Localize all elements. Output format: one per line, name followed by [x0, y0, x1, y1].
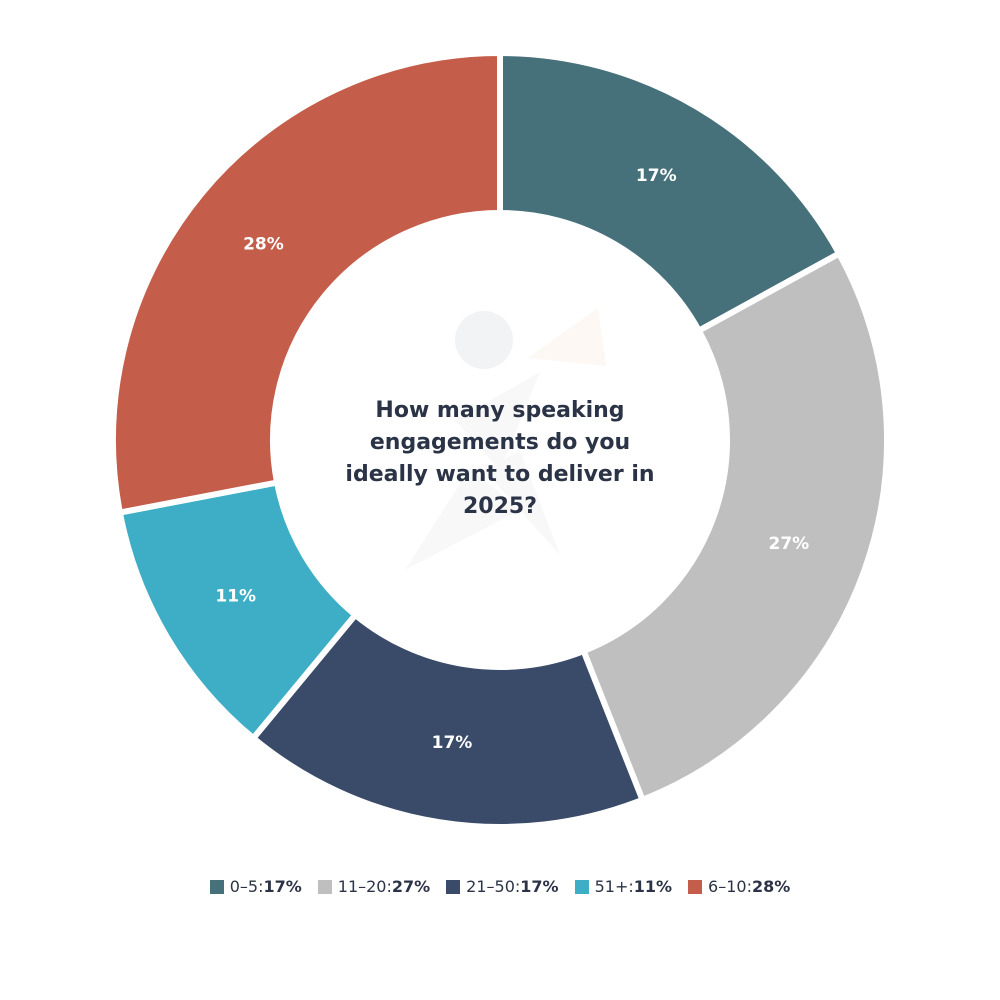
slice-11–20	[579, 249, 890, 804]
chart-title: How many speaking engagements do you ide…	[345, 398, 655, 519]
legend-item: 21–50: 17%	[446, 877, 559, 896]
slice-0–5	[497, 49, 844, 335]
legend-item: 11–20: 27%	[317, 877, 431, 896]
legend-value: 11%	[633, 877, 673, 896]
slice-value-label: 27%	[768, 534, 809, 554]
legend-value: 17%	[520, 877, 559, 896]
legend-label: 51+:	[594, 877, 634, 896]
legend-swatch	[209, 879, 224, 894]
legend-item: 6–10: 28%	[688, 877, 790, 896]
legend-item: 51+: 11%	[574, 877, 673, 896]
legend-swatch	[688, 879, 703, 894]
legend: 0–5: 17% 11–20: 27% 21–50: 17% 51+: 11% 6–10…	[0, 877, 1000, 896]
legend-swatch	[446, 879, 461, 894]
legend-swatch	[574, 879, 589, 894]
legend-item: 0–5: 17%	[209, 877, 302, 896]
legend-label: 21–50:	[466, 877, 521, 896]
legend-value: 17%	[263, 877, 302, 896]
legend-label: 6–10:	[708, 877, 752, 896]
logo-watermark-icon	[405, 308, 606, 570]
slice-value-label: 11%	[215, 586, 256, 606]
legend-value: 27%	[391, 877, 431, 896]
slice-21–50	[249, 610, 647, 830]
slice-labels: 17% 27% 17% 11% 28%	[215, 166, 809, 753]
legend-label: 0–5:	[229, 877, 264, 896]
legend-swatch	[317, 879, 332, 894]
legend-value: 28%	[751, 877, 791, 896]
slice-6–10	[110, 49, 503, 517]
slice-value-label: 17%	[432, 733, 473, 753]
slice-value-label: 17%	[636, 166, 677, 186]
donut-slices	[110, 49, 890, 830]
slice-value-label: 28%	[243, 234, 284, 254]
legend-label: 11–20:	[337, 877, 392, 896]
